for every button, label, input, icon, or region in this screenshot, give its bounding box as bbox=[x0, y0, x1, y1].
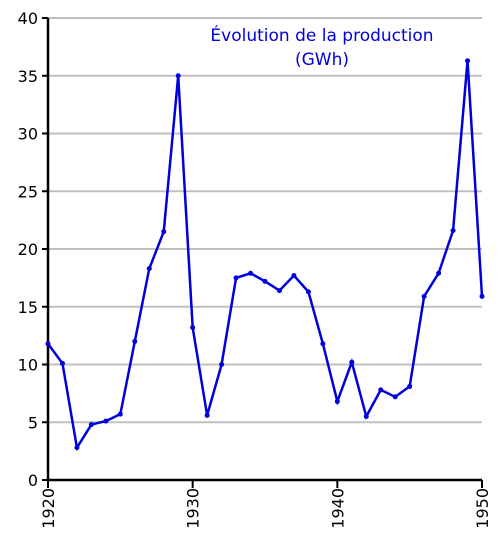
point bbox=[378, 387, 384, 393]
point bbox=[74, 445, 80, 451]
point bbox=[436, 270, 442, 276]
point bbox=[146, 266, 152, 272]
point bbox=[465, 58, 471, 64]
point bbox=[291, 273, 297, 279]
point bbox=[479, 293, 485, 299]
series-line bbox=[46, 60, 484, 452]
point bbox=[392, 394, 398, 400]
point bbox=[103, 418, 109, 424]
y-tick-label: 5 bbox=[28, 413, 38, 432]
point bbox=[190, 325, 196, 331]
y-tick-label: 10 bbox=[18, 356, 38, 375]
point bbox=[161, 229, 167, 235]
y-tick-label: 15 bbox=[18, 298, 38, 317]
point bbox=[45, 341, 51, 347]
x-tick-label: 1930 bbox=[184, 488, 203, 529]
point bbox=[204, 412, 210, 418]
point bbox=[305, 289, 311, 295]
chart-subtitle: (GWh) bbox=[295, 50, 349, 70]
point bbox=[349, 359, 355, 365]
point bbox=[233, 275, 239, 281]
point bbox=[88, 422, 94, 428]
y-tick-label: 0 bbox=[28, 471, 38, 490]
x-tick-label: 1950 bbox=[473, 488, 492, 529]
point bbox=[117, 411, 123, 417]
point bbox=[320, 341, 326, 347]
point bbox=[262, 278, 268, 284]
point bbox=[363, 413, 369, 419]
point bbox=[175, 73, 181, 79]
point bbox=[132, 338, 138, 344]
point bbox=[407, 383, 413, 389]
point bbox=[334, 398, 340, 404]
y-tick-label: 40 bbox=[18, 9, 38, 28]
point bbox=[59, 360, 65, 366]
y-tick-label: 30 bbox=[18, 125, 38, 144]
point bbox=[219, 362, 225, 367]
y-tick-label: 35 bbox=[18, 67, 38, 86]
point bbox=[421, 293, 427, 299]
point bbox=[248, 270, 254, 276]
chart-title: Évolution de la production bbox=[210, 24, 433, 46]
x-tick-label: 1920 bbox=[39, 488, 58, 529]
y-tick-label: 20 bbox=[18, 240, 38, 259]
point bbox=[276, 288, 282, 294]
x-tick-label: 1940 bbox=[328, 488, 347, 529]
y-tick-label: 25 bbox=[18, 182, 38, 201]
point bbox=[450, 228, 456, 234]
